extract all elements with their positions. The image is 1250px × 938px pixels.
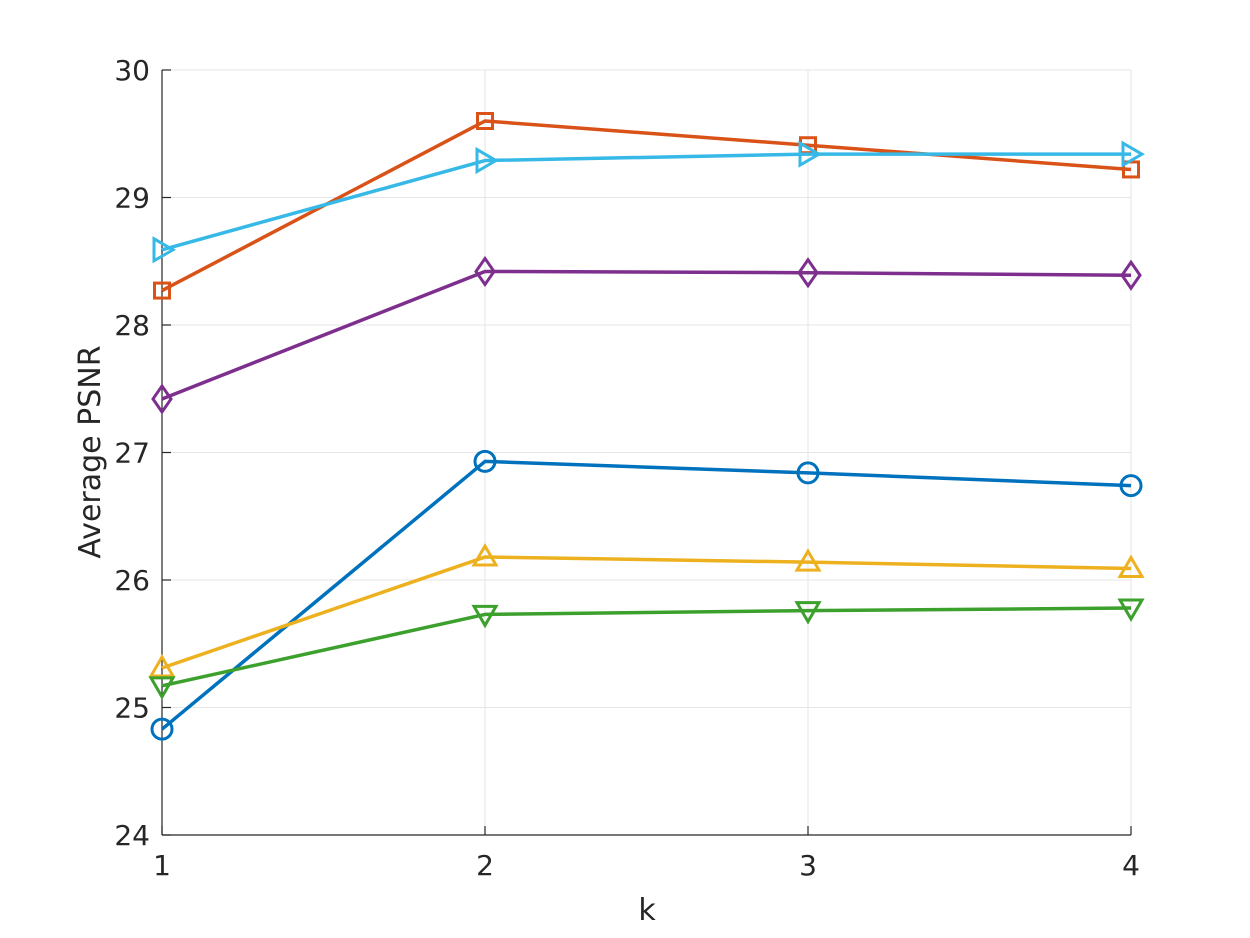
x-axis-label: k — [638, 893, 656, 928]
data-point-triangle-right — [475, 146, 499, 175]
data-point-triangle-right — [152, 236, 176, 264]
series-circle — [150, 449, 1143, 741]
data-point-triangle-up — [794, 548, 822, 572]
data-point-triangle-down — [794, 601, 822, 625]
series-triangle-right — [152, 140, 1145, 264]
series-line — [161, 269, 1132, 401]
data-point-square — [476, 112, 494, 130]
tick-labels: 1 2 3 4 24 25 26 27 28 29 30 — [114, 54, 1140, 882]
data-point-diamond — [151, 383, 173, 415]
y-tick-label: 27 — [114, 437, 150, 470]
series-line — [161, 606, 1132, 688]
series-triangle-down — [148, 598, 1145, 700]
data-point-triangle-right — [1121, 140, 1145, 168]
series-line — [161, 152, 1131, 252]
data-point-circle — [150, 717, 174, 741]
x-tick-label: 1 — [153, 849, 171, 882]
data-point-circle — [1119, 474, 1143, 498]
data-point-triangle-down — [471, 604, 499, 629]
series-line — [161, 555, 1132, 670]
y-tick-label: 25 — [114, 692, 150, 725]
data-point-circle — [796, 461, 820, 485]
y-tick-label: 29 — [114, 182, 150, 215]
axes — [161, 69, 1132, 836]
data-point-triangle-up — [471, 543, 499, 567]
x-tick-label: 3 — [799, 849, 817, 882]
data-point-diamond — [474, 255, 496, 288]
x-tick-label: 4 — [1122, 849, 1140, 882]
x-tick-label: 2 — [476, 849, 494, 882]
data-point-diamond — [1120, 259, 1142, 291]
y-tick-label: 26 — [114, 564, 150, 597]
series-triangle-up — [148, 543, 1145, 678]
data-point-circle — [473, 449, 497, 473]
y-tick-label: 24 — [114, 819, 150, 852]
data-point-diamond — [797, 257, 819, 289]
y-tick-label: 30 — [114, 54, 150, 87]
data-point-square — [153, 281, 171, 300]
y-axis-label: Average PSNR — [73, 345, 108, 558]
data-point-triangle-down — [148, 676, 176, 700]
series-diamond — [151, 255, 1142, 415]
y-tick-label: 28 — [114, 309, 150, 342]
series-group — [148, 112, 1145, 741]
data-point-triangle-up — [148, 653, 176, 678]
data-point-triangle-up — [1117, 554, 1145, 579]
data-point-triangle-down — [1117, 598, 1145, 623]
series-line — [160, 459, 1132, 731]
grid-lines — [161, 69, 1132, 836]
data-point-triangle-right — [798, 140, 822, 168]
